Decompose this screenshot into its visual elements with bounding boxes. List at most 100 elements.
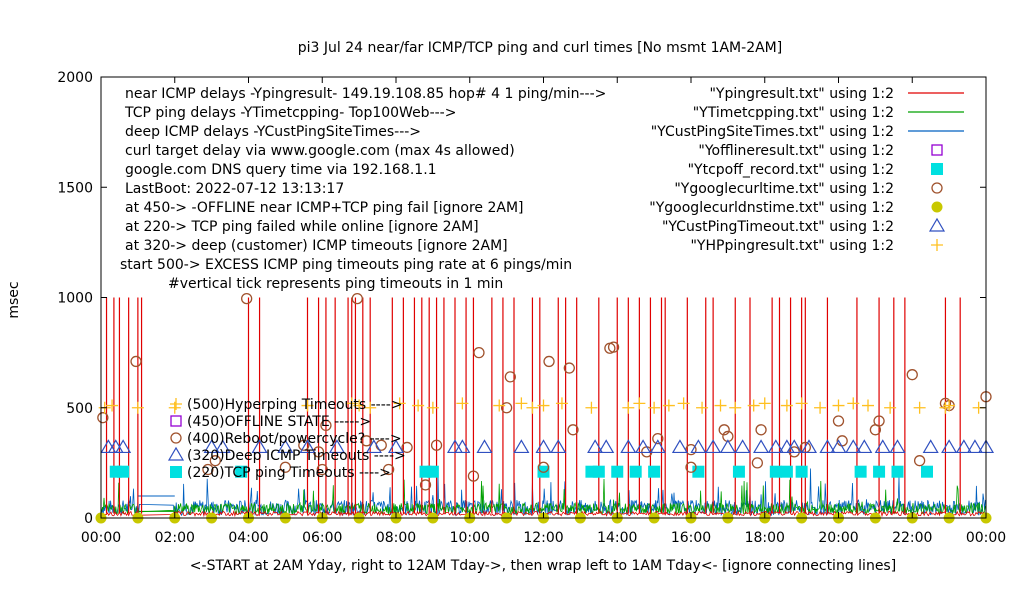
y-axis-label: msec [6, 281, 22, 318]
annotation-2: deep ICMP delays -YCustPingSiteTimes---> [125, 124, 421, 140]
x-axis-label: <-START at 2AM Yday, right to 12AM Tday-… [190, 558, 896, 574]
x-tick-label-12: 00:00 [966, 530, 1006, 546]
legend-swatch-5 [931, 182, 943, 194]
point-s5-13 [382, 463, 395, 476]
point-s7-32 [819, 439, 836, 454]
key-label-0: (500)Hyperping Timeouts ----> [187, 397, 403, 413]
x-tick-label-6: 12:00 [523, 530, 563, 546]
tick-layer: 00:00 02:00 04:00 06:00 08:00 10:00 12:00 14:00… [57, 70, 1006, 546]
point-s8-35 [913, 401, 926, 414]
key-label-4: (220)TCP ping Timeouts ----> [187, 465, 391, 481]
key-legend: (500)Hyperping Timeouts ---->(450)OFFLIN… [167, 397, 406, 481]
x-tick-label-8: 16:00 [671, 530, 711, 546]
legend-swatch-3 [931, 144, 943, 156]
point-s8-2 [131, 401, 144, 414]
point-s5-37 [832, 415, 845, 427]
point-s4-13 [769, 465, 782, 478]
point-s7-3 [203, 439, 220, 454]
point-s7-38 [922, 439, 939, 454]
point-s7-14 [513, 439, 530, 454]
point-s8-18 [622, 401, 635, 414]
key-label-3: (320)Deep ICMP Timeouts ----> [187, 448, 406, 464]
point-s8-34 [884, 401, 897, 414]
y-tick-label-1: 500 [66, 401, 93, 417]
point-s8-25 [729, 401, 742, 414]
legend-label-3: "Yofflineresult.txt" using 1:2 [698, 143, 894, 159]
point-s8-12 [493, 399, 506, 412]
point-s5-20 [504, 371, 516, 383]
point-s4-18 [891, 465, 904, 478]
point-s5-4 [241, 292, 253, 305]
point-s7-26 [734, 439, 751, 454]
annotation-8: at 320-> deep (customer) ICMP timeouts [… [125, 238, 508, 254]
point-s5-40 [873, 415, 885, 427]
point-s5-6 [298, 439, 310, 451]
x-tick-label-7: 14:00 [597, 530, 637, 546]
point-s7-10 [387, 439, 405, 454]
point-s8-23 [696, 401, 709, 414]
point-s5-5 [279, 461, 292, 473]
legend-label-6: "Ygooglecurldnstime.txt" using 1:2 [649, 200, 894, 216]
point-s8-11 [456, 397, 469, 410]
point-s7-22 [671, 439, 688, 454]
point-s5-0 [97, 412, 109, 424]
point-s5-18 [473, 346, 485, 359]
point-s5-19 [500, 402, 513, 414]
point-s7-12 [454, 439, 471, 454]
legend-label-1: "YTimetcpping.txt" using 1:2 [693, 105, 894, 121]
point-s8-8 [393, 397, 406, 410]
point-s8-26 [747, 399, 760, 412]
trace-layer [100, 468, 987, 518]
key-swatch-2 [170, 432, 182, 444]
point-s5-31 [718, 424, 730, 436]
point-s8-1 [106, 399, 119, 412]
point-s7-2 [115, 439, 132, 454]
point-s4-9 [629, 465, 642, 478]
point-s4-1 [117, 465, 130, 478]
point-s5-22 [543, 355, 555, 368]
point-s7-18 [598, 439, 615, 454]
legend-swatch-4 [931, 163, 943, 175]
annotation-6: at 450-> -OFFLINE near ICMP+TCP ping fai… [125, 200, 524, 216]
legend-swatch-6 [931, 201, 943, 213]
point-s8-19 [633, 397, 646, 410]
marker-layer [95, 292, 995, 524]
point-s7-25 [719, 439, 736, 454]
x-tick-label-3: 06:00 [302, 530, 342, 546]
point-s7-28 [767, 439, 784, 454]
point-s8-31 [832, 399, 845, 412]
point-s8-6 [353, 399, 366, 412]
legend-label-7: "YCustPingTimeout.txt" using 1:2 [662, 219, 894, 235]
key-label-1: (450)OFFLINE STATE -----> [187, 414, 371, 430]
point-s7-17 [587, 439, 604, 454]
point-s7-5 [251, 439, 268, 454]
point-s7-39 [941, 439, 958, 454]
point-s7-7 [299, 439, 316, 454]
legend-swatch-7 [928, 217, 946, 232]
point-s5-21 [537, 461, 550, 473]
point-s7-19 [620, 439, 637, 454]
legend: "Ypingresult.txt" using 1:2 "YTimetcpping… [649, 86, 964, 254]
trace-tcp-ping [100, 478, 987, 516]
point-s4-8 [611, 465, 624, 478]
point-s8-29 [795, 397, 808, 410]
point-s8-13 [515, 397, 528, 410]
point-s8-22 [677, 397, 690, 410]
point-s5-29 [685, 461, 697, 473]
point-s5-15 [419, 479, 432, 491]
point-s8-20 [648, 401, 661, 414]
legend-label-2: "YCustPingSiteTimes.txt" using 1:2 [651, 124, 894, 140]
point-s7-6 [277, 439, 294, 454]
point-s7-15 [535, 439, 552, 454]
key-swatch-0 [170, 398, 182, 410]
chart-title: pi3 Jul 24 near/far ICMP/TCP ping and cu… [298, 40, 782, 56]
legend-label-8: "YHPpingresult.txt" using 1:2 [690, 238, 894, 254]
y-tick-label-4: 2000 [57, 70, 93, 86]
point-s8-33 [862, 399, 874, 412]
point-s5-23 [563, 362, 575, 374]
point-s8-17 [585, 401, 598, 414]
point-s4-17 [873, 465, 886, 478]
point-s5-34 [755, 424, 767, 436]
point-s7-24 [705, 439, 722, 454]
point-s8-16 [555, 397, 568, 410]
